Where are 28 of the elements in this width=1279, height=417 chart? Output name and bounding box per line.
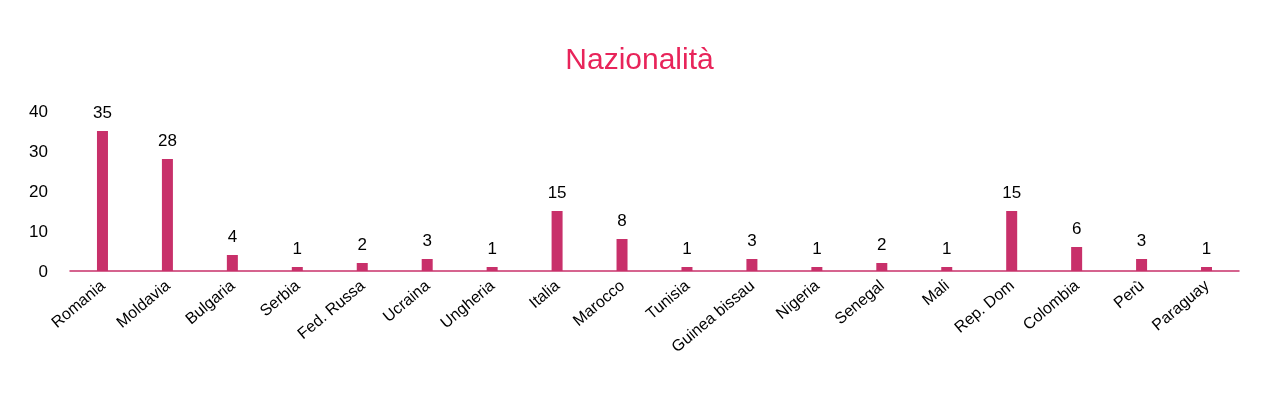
data-label: 35 bbox=[93, 103, 112, 122]
data-label: 3 bbox=[747, 231, 757, 250]
y-tick-label: 10 bbox=[29, 221, 48, 241]
x-tick-label: Mali bbox=[918, 276, 953, 309]
data-label: 1 bbox=[942, 239, 952, 258]
data-label: 3 bbox=[422, 231, 432, 250]
y-tick-label: 30 bbox=[29, 141, 48, 161]
data-label: 4 bbox=[227, 227, 238, 246]
x-tick-label: Rep. Dom bbox=[951, 276, 1018, 336]
data-label: 1 bbox=[292, 239, 303, 258]
data-label: 28 bbox=[157, 131, 177, 150]
data-label: 2 bbox=[877, 235, 887, 254]
data-label: 15 bbox=[547, 183, 567, 202]
data-label: 1 bbox=[487, 239, 497, 258]
y-tick-label: 20 bbox=[29, 181, 48, 201]
data-label: 2 bbox=[357, 235, 367, 254]
chart-title: Nazionalità bbox=[565, 41, 715, 75]
data-label: 1 bbox=[812, 239, 822, 258]
data-label: 3 bbox=[1136, 231, 1147, 250]
data-label: 15 bbox=[1002, 183, 1022, 202]
data-label: 1 bbox=[682, 239, 692, 258]
data-label: 8 bbox=[617, 211, 627, 230]
x-tick-label: Italia bbox=[525, 276, 563, 312]
data-label: 6 bbox=[1071, 219, 1082, 238]
data-label: 1 bbox=[1201, 239, 1212, 258]
y-tick-label: 0 bbox=[38, 261, 48, 281]
x-tick-label: Perù bbox=[1110, 276, 1148, 312]
y-tick-label: 40 bbox=[29, 101, 48, 121]
